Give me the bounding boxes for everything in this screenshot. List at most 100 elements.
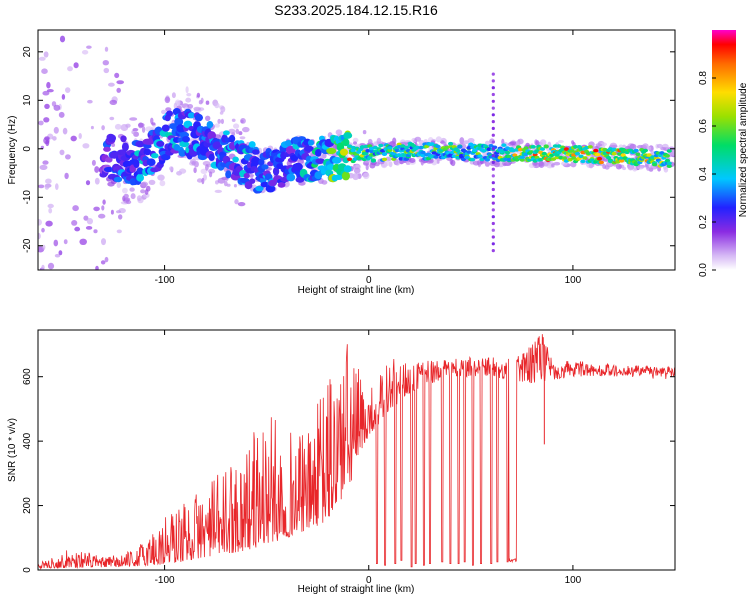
heatmap-ridge-cell	[593, 148, 599, 153]
heatmap-speckle	[196, 92, 201, 98]
colorbar-tick-label: 0.8	[698, 71, 709, 85]
heatmap-stripe-cell	[491, 221, 495, 226]
heatmap-speckle	[472, 160, 480, 166]
heatmap-ridge-cell	[161, 124, 170, 132]
colorbar-tick-label: 0.0	[698, 263, 709, 277]
heatmap-ridge-cell	[304, 145, 314, 152]
heatmap-speckle	[41, 264, 45, 270]
heatmap-speckle	[217, 118, 221, 124]
heatmap-speckle	[235, 128, 240, 135]
heatmap-speckle	[67, 66, 73, 72]
chart-title: S233.2025.184.12.15.R16	[274, 2, 438, 18]
heatmap-speckle	[64, 172, 69, 180]
heatmap-speckle	[86, 45, 92, 49]
heatmap-ridge-cell	[429, 142, 435, 146]
heatmap-speckle	[45, 139, 50, 147]
heatmap-ridge-cell	[606, 155, 612, 160]
heatmap-ridge-cell	[505, 150, 511, 155]
heatmap-speckle	[143, 192, 150, 199]
heatmap-speckle	[173, 102, 178, 110]
heatmap-speckle	[240, 118, 246, 124]
heatmap-speckle	[352, 137, 359, 143]
heatmap-speckle	[107, 181, 115, 187]
heatmap-ridge-cell	[206, 121, 214, 129]
heatmap-speckle	[622, 166, 626, 171]
heatmap-ridge-cell	[646, 153, 652, 157]
top-x-axis-label: Height of straight line (km)	[298, 285, 415, 296]
heatmap-speckle	[87, 99, 93, 104]
top-y-tick-label: 0	[22, 146, 33, 152]
heatmap-speckle	[65, 154, 71, 160]
heatmap-stripe-cell	[491, 167, 495, 171]
heatmap-speckle	[45, 220, 53, 227]
heatmap-ridge-cell	[471, 148, 478, 153]
heatmap-ridge-cell	[261, 164, 269, 170]
heatmap-speckle	[193, 106, 201, 111]
heatmap-ridge-cell	[381, 157, 388, 162]
heatmap-speckle	[109, 116, 115, 121]
heatmap-speckle	[140, 181, 149, 187]
heatmap-speckle	[58, 250, 63, 256]
heatmap-speckle	[484, 161, 490, 167]
heatmap-speckle	[223, 180, 228, 187]
heatmap-ridge-cell	[235, 165, 243, 172]
heatmap-speckle	[43, 117, 50, 123]
heatmap-stripe-cell	[491, 86, 495, 90]
heatmap-ridge-cell	[563, 147, 570, 151]
heatmap-speckle	[122, 187, 128, 194]
snr-series	[38, 334, 675, 570]
heatmap-speckle	[557, 140, 565, 143]
heatmap-speckle	[467, 138, 475, 143]
heatmap-speckle	[72, 205, 79, 212]
heatmap-speckle	[130, 193, 136, 200]
heatmap-ridge-cell	[121, 142, 129, 152]
heatmap-speckle	[233, 123, 240, 129]
heatmap-ridge-cell	[519, 155, 525, 159]
heatmap-speckle	[47, 262, 55, 270]
heatmap-ridge-cell	[363, 151, 369, 156]
heatmap-ridge-cell	[414, 145, 421, 150]
heatmap-speckle	[83, 215, 89, 221]
heatmap-ridge-cell	[541, 151, 547, 156]
heatmap-speckle	[214, 189, 222, 193]
heatmap-ridge-cell	[464, 155, 470, 160]
heatmap-speckle	[42, 160, 49, 165]
heatmap-ridge-cell	[120, 135, 127, 143]
bottom-y-tick-label: 0	[22, 567, 33, 573]
heatmap-speckle	[46, 81, 51, 89]
heatmap-speckle	[101, 125, 105, 131]
heatmap-speckle	[59, 35, 66, 43]
heatmap-ridge-cell	[343, 165, 352, 173]
heatmap-speckle	[63, 239, 68, 245]
heatmap-speckle	[81, 50, 89, 55]
heatmap-speckle	[629, 143, 637, 150]
bottom-y-tick-label: 200	[22, 497, 33, 514]
heatmap-speckle	[436, 159, 440, 164]
heatmap-ridge-cell	[166, 110, 173, 117]
snr-panel: -100 0 100 0 200 400 600 Height of straight li…	[7, 329, 676, 595]
heatmap-ridge-cell	[543, 144, 549, 148]
heatmap-ridge-cell	[293, 162, 303, 171]
heatmap-speckle	[193, 167, 197, 174]
colorbar-label: Normalized spectral amplitude	[738, 82, 749, 217]
heatmap-ridge-cell	[517, 147, 524, 152]
heatmap-speckle	[352, 173, 359, 180]
heatmap-speckle	[102, 60, 110, 66]
heatmap-ridge-cell	[484, 158, 490, 162]
heatmap-ridge-cell	[635, 152, 641, 157]
heatmap-ridge-cell	[398, 157, 404, 161]
heatmap-stripe-cell	[491, 79, 495, 83]
heatmap-cells	[38, 35, 675, 270]
heatmap-speckle	[123, 197, 131, 202]
heatmap-speckle	[116, 210, 121, 214]
heatmap-ridge-cell	[286, 173, 296, 182]
heatmap-ridge-cell	[135, 140, 145, 148]
heatmap-ridge-cell	[501, 143, 507, 147]
heatmap-speckle	[660, 147, 667, 151]
heatmap-speckle	[38, 120, 44, 126]
heatmap-ridge-cell	[103, 166, 114, 173]
heatmap-speckle	[239, 136, 246, 140]
heatmap-speckle	[94, 177, 100, 185]
heatmap-speckle	[642, 143, 649, 150]
